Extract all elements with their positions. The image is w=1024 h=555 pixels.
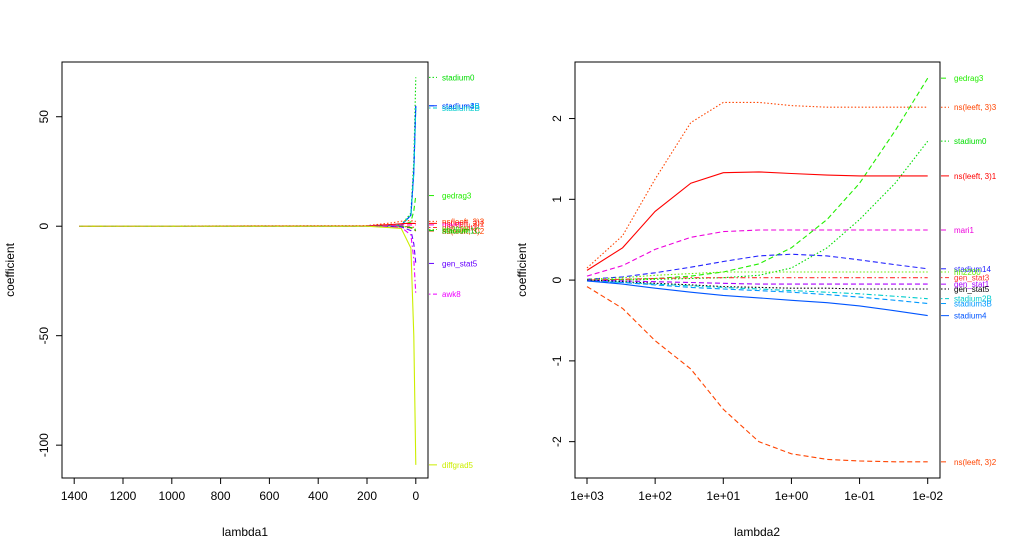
panel-lambda2: 1e+03 1e+02 1e+01 1e+00 1e-01 1e-02 2 1 0 -1 -2 g… xyxy=(515,61,997,539)
series-line xyxy=(586,271,928,280)
x-tick-label: 1e+03 xyxy=(570,489,604,503)
x-tick-label: 1200 xyxy=(110,489,137,503)
series-line xyxy=(586,229,928,277)
series-label: stadium4 xyxy=(442,102,475,111)
plot-frame xyxy=(574,61,941,479)
series-label: ns(leeft, 3)3 xyxy=(954,103,997,112)
y-tick-label: 0 xyxy=(37,223,51,230)
series-label: ns(leeft, 3)1 xyxy=(442,219,485,228)
y-tick-label: 50 xyxy=(37,110,51,124)
series-label: awk8 xyxy=(442,290,461,299)
series-label: ns(leeft, 3)1 xyxy=(954,172,997,181)
series-label: gedrag3 xyxy=(442,192,472,201)
series-line xyxy=(586,280,928,317)
x-tick-label: 1400 xyxy=(61,489,88,503)
series-label: gen_stat5 xyxy=(954,285,990,294)
y-tick-label: 2 xyxy=(550,115,564,122)
series-label: diffgrad5 xyxy=(442,461,474,470)
x-tick-label: 200 xyxy=(357,489,377,503)
y-axis-ticks: 50 0 -50 -100 xyxy=(37,110,62,457)
y-axis-title: coefficient xyxy=(3,242,17,296)
panel-lambda1: 1400 1200 1000 800 600 400 200 0 50 0 -50 -100 sta… xyxy=(3,61,485,539)
series-line xyxy=(586,280,928,300)
series-label: stadium4 xyxy=(954,312,987,321)
plot-frame xyxy=(61,61,429,479)
series-line xyxy=(586,279,928,285)
series-label: ns(leeft, 3)2 xyxy=(954,458,997,467)
y-axis-ticks: 2 1 0 -1 -2 xyxy=(550,115,575,447)
series-label: stadium0 xyxy=(954,137,987,146)
series-label: ns(leeft, 3)2 xyxy=(442,227,485,236)
series-label: gen_stat5 xyxy=(442,259,478,268)
x-tick-label: 1e+02 xyxy=(638,489,672,503)
series-label: stadium14 xyxy=(954,265,991,274)
series-line xyxy=(79,225,417,295)
series-label: hh2200 xyxy=(954,268,981,277)
y-tick-label: -100 xyxy=(37,433,51,457)
x-tick-label: 1e-02 xyxy=(912,489,943,503)
series-lines xyxy=(586,77,929,463)
series-line xyxy=(586,101,928,269)
series-label: mari1 xyxy=(954,226,975,235)
y-axis-title: coefficient xyxy=(515,242,529,296)
series-line xyxy=(79,107,417,227)
series-line xyxy=(586,253,928,280)
x-axis-title: lambda2 xyxy=(734,525,780,539)
series-line xyxy=(586,171,928,271)
series-label: stadium3B xyxy=(442,102,480,111)
x-tick-label: 800 xyxy=(211,489,231,503)
series-label: stadium2B xyxy=(954,295,992,304)
series-label: gen_stat3 xyxy=(442,224,478,233)
x-axis-ticks: 1e+03 1e+02 1e+01 1e+00 1e-01 1e-02 xyxy=(570,478,943,503)
x-tick-label: 1e+00 xyxy=(775,489,809,503)
series-label: gedrag3 xyxy=(954,74,984,83)
y-tick-label: -1 xyxy=(550,355,564,366)
series-line xyxy=(586,280,928,305)
series-label: gen_stat1 xyxy=(954,280,990,289)
series-line xyxy=(586,286,928,463)
x-tick-label: 400 xyxy=(308,489,328,503)
series-line xyxy=(586,77,929,281)
x-tick-label: 1e-01 xyxy=(844,489,875,503)
series-line xyxy=(587,140,929,281)
series-labels: gedrag3 ns(leeft, 3)3 stadium0 ns(leeft, 3)… xyxy=(941,74,997,467)
series-line xyxy=(79,195,417,227)
series-line xyxy=(79,219,416,227)
x-tick-label: 1000 xyxy=(158,489,185,503)
series-line xyxy=(79,225,417,230)
series-line xyxy=(79,77,417,227)
series-label: stadium0 xyxy=(442,73,475,82)
y-tick-label: -50 xyxy=(37,327,51,345)
x-axis-ticks: 1400 1200 1000 800 600 400 200 0 xyxy=(61,478,419,503)
series-label: mari1 xyxy=(442,221,463,230)
x-tick-label: 1e+01 xyxy=(706,489,740,503)
series-label: gen_stat3 xyxy=(954,274,990,283)
y-tick-label: -2 xyxy=(550,436,564,447)
x-tick-label: 600 xyxy=(259,489,279,503)
series-label: stadium3B xyxy=(954,300,992,309)
series-label: hh2200 xyxy=(442,225,469,234)
x-axis-title: lambda1 xyxy=(222,525,268,539)
series-lines xyxy=(79,77,417,465)
y-tick-label: 1 xyxy=(550,196,564,203)
series-label: ns(leeft, 3)3 xyxy=(442,217,485,226)
y-tick-label: 0 xyxy=(550,276,564,283)
series-label: stadium2B xyxy=(442,104,480,113)
x-tick-label: 0 xyxy=(412,489,419,503)
series-label: stadium1C xyxy=(442,227,480,236)
series-line xyxy=(586,279,928,290)
series-line xyxy=(79,225,417,465)
series-line xyxy=(586,277,928,281)
